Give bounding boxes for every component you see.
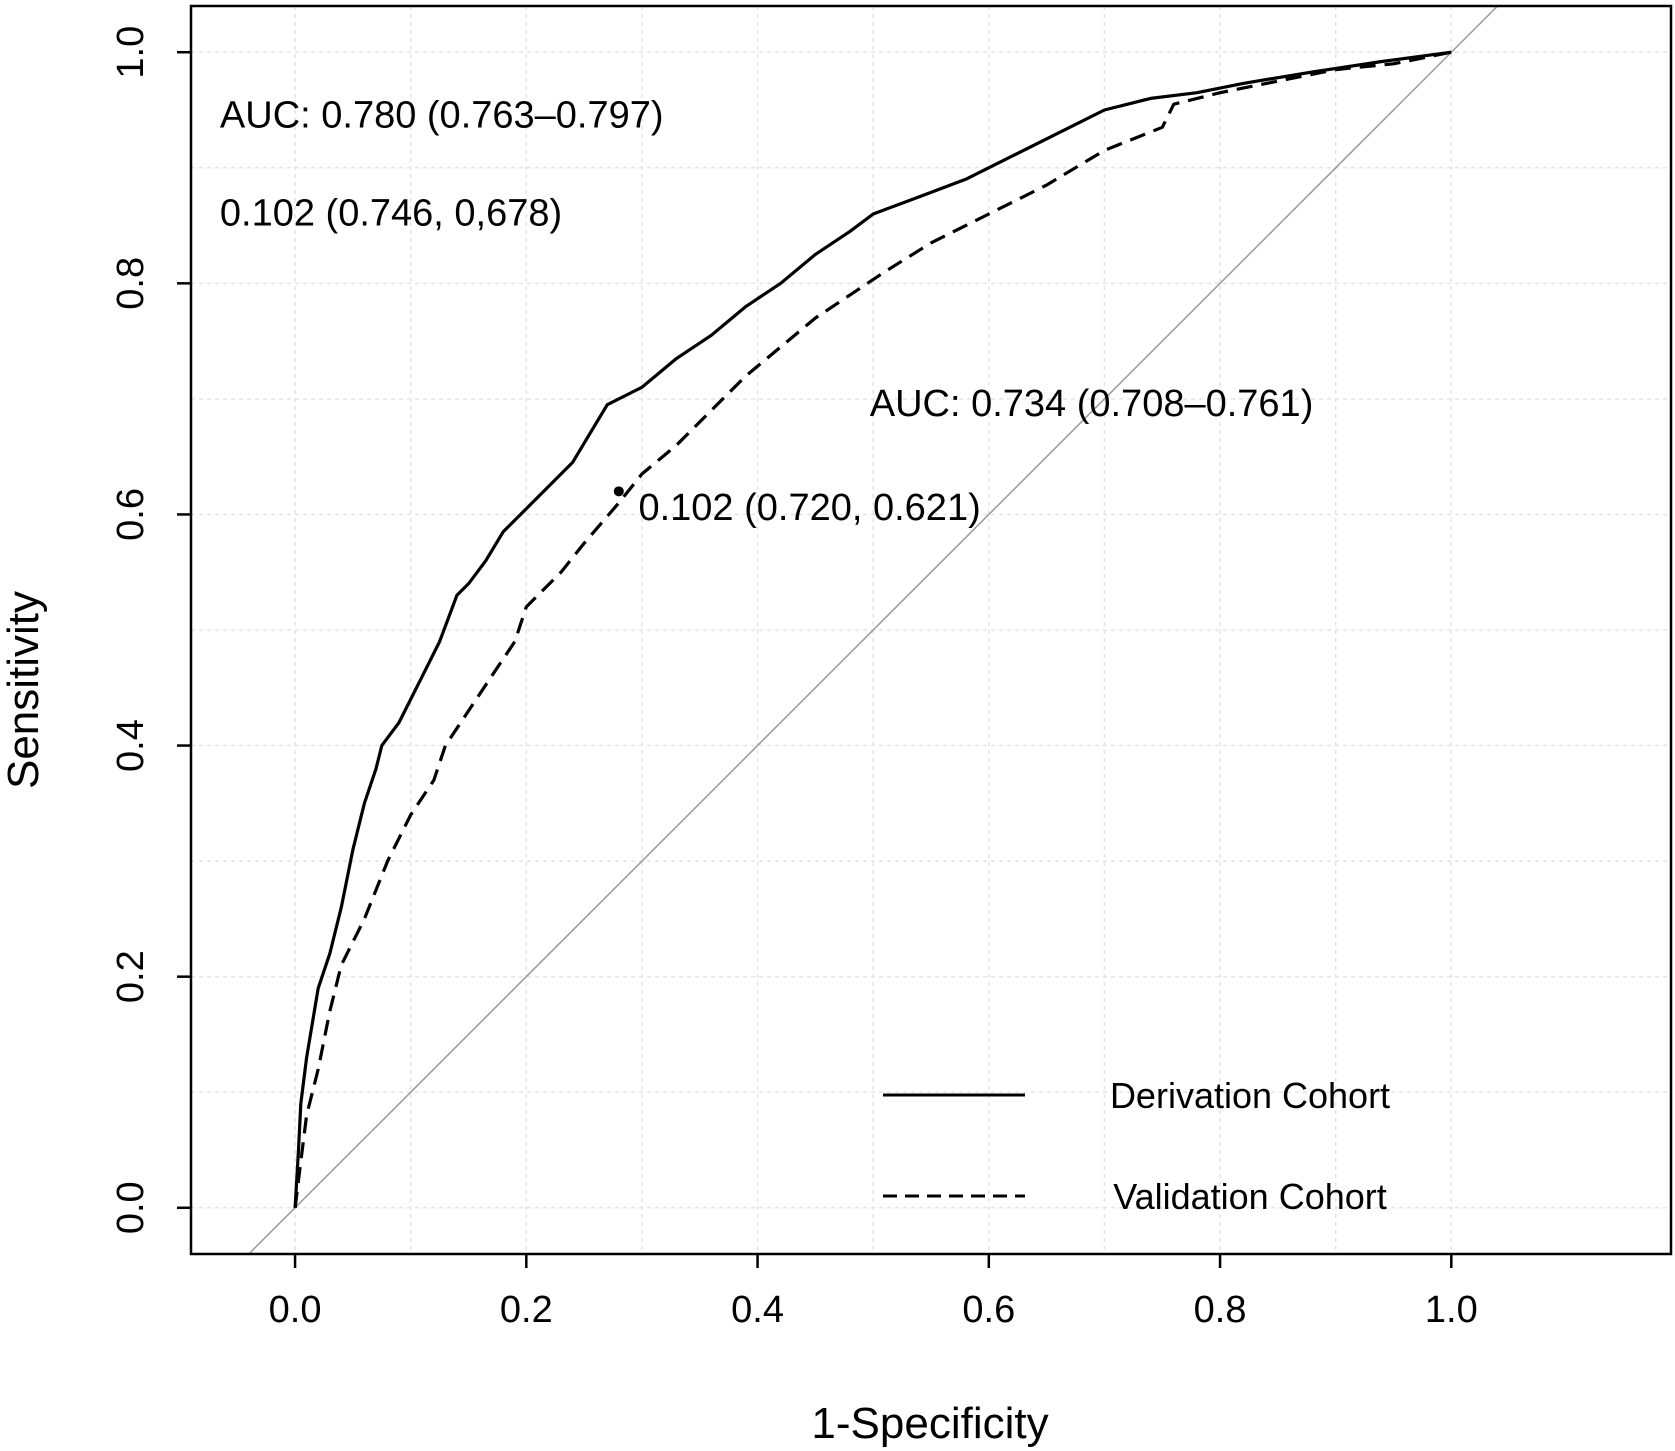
x-tick-label: 0.4 [731,1289,784,1331]
annotation-auc-derivation: AUC: 0.780 (0.763–0.797) [220,94,664,136]
x-tick-label: 0.8 [1194,1289,1247,1331]
y-tick-label: 0.6 [110,488,152,541]
annotation-auc-validation: AUC: 0.734 (0.708–0.761) [870,383,1314,425]
series-layer [293,50,1452,1208]
y-axis-title: Sensitivity [0,591,48,789]
y-tick-label: 0.2 [110,950,152,1003]
annotations: AUC: 0.780 (0.763–0.797) 0.102 (0.746, 0,… [220,94,1313,529]
annotation-cutoff-derivation: 0.102 (0.746, 0,678) [220,193,562,235]
x-tick-label: 0.0 [269,1289,322,1331]
cutoff-marker [613,486,624,497]
reference-diagonal [248,5,1499,1255]
legend-label-derivation: Derivation Cohort [1110,1075,1390,1116]
x-tick-label: 1.0 [1425,1289,1478,1331]
legend-label-validation: Validation Cohort [1113,1176,1387,1217]
series-line-validation [293,50,1452,1208]
y-tick-label: 1.0 [110,26,152,79]
y-tick-label: 0.4 [110,719,152,772]
x-tick-label: 0.6 [962,1289,1015,1331]
legend: Derivation Cohort Validation Cohort [883,1075,1390,1217]
series-line-derivation [293,50,1452,1208]
x-tick-label: 0.2 [500,1289,553,1331]
y-tick-label: 0.8 [110,257,152,310]
y-axis: 0.0 0.2 0.4 0.6 0.8 1.0 [110,26,191,1234]
x-axis-title: 1-Specificity [811,1399,1048,1448]
plot-frame [189,4,1673,1256]
x-axis: 0.0 0.2 0.4 0.6 0.8 1.0 [269,1254,1478,1331]
annotation-cutoff-validation: 0.102 (0.720, 0.621) [638,487,980,529]
y-tick-label: 0.0 [110,1181,152,1234]
